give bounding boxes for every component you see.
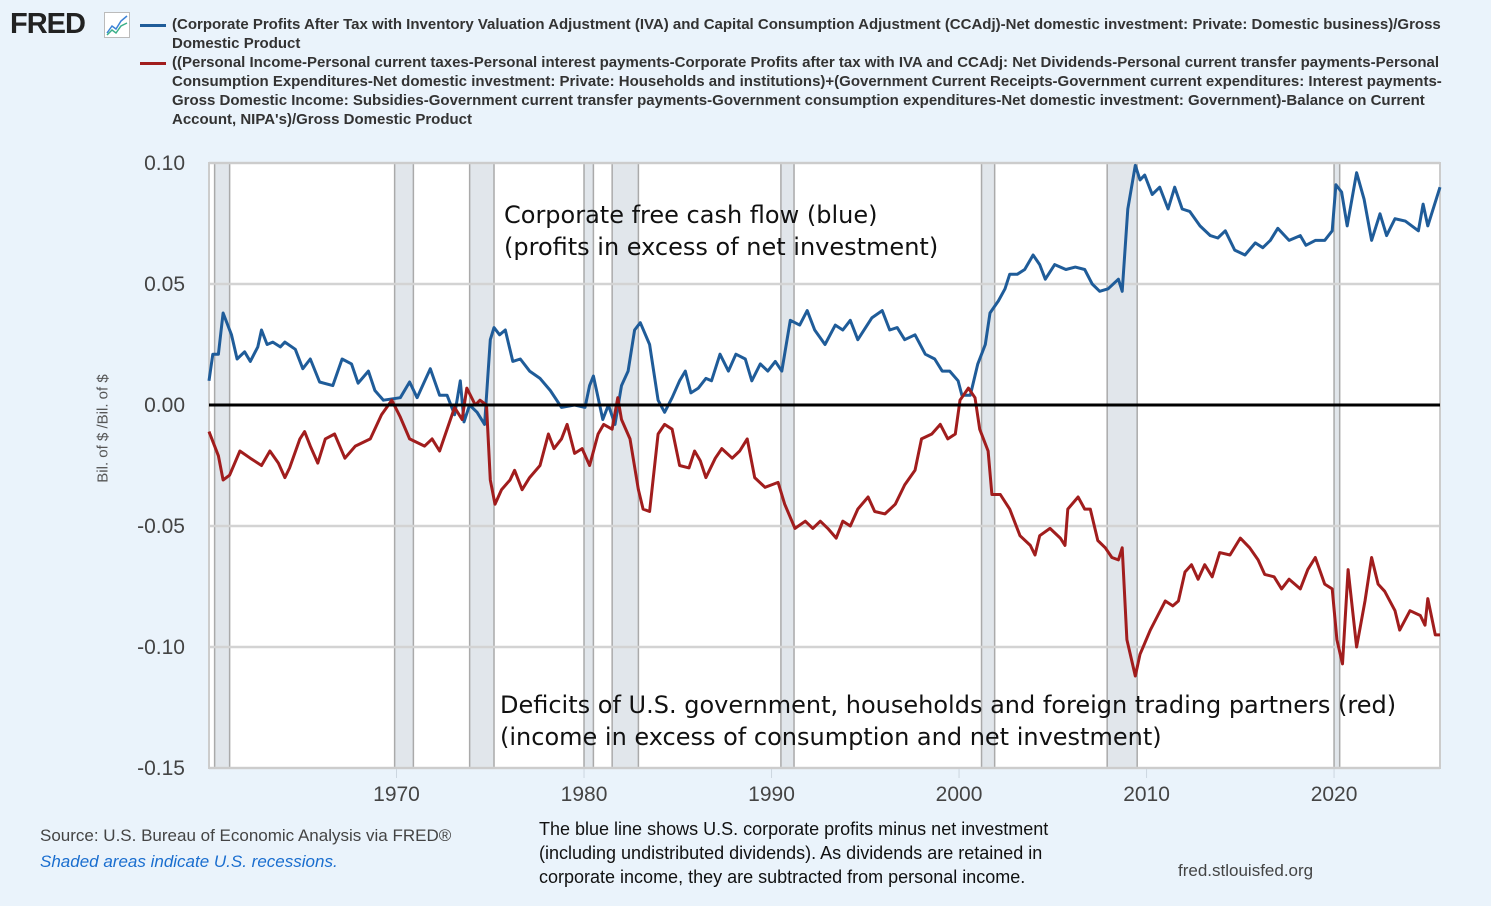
fred-url-link[interactable]: fred.stlouisfed.org: [1178, 861, 1314, 880]
chart-legend: (Corporate Profits After Tax with Invent…: [140, 15, 1480, 129]
legend-item-blue[interactable]: (Corporate Profits After Tax with Invent…: [140, 15, 1480, 53]
legend-swatch-blue: [140, 24, 166, 27]
y-tick-label: -0.15: [137, 757, 185, 780]
annotation-text: (profits in excess of net investment): [504, 233, 938, 261]
y-tick-label: 0.05: [144, 273, 185, 296]
recession-band: [394, 163, 414, 768]
chart-note: The blue line shows U.S. corporate profi…: [539, 819, 1049, 887]
fred-logo[interactable]: FRED: [10, 8, 86, 40]
recession-band: [1107, 163, 1138, 768]
y-tick-label: -0.05: [137, 515, 185, 538]
x-tick-label: 2020: [1311, 783, 1358, 806]
plot-border: [208, 162, 1441, 769]
x-tick-label: 2000: [936, 783, 983, 806]
annotation-text: Corporate free cash flow (blue): [504, 201, 877, 229]
plot-background: [209, 163, 1440, 768]
chart-trend-icon: [104, 12, 130, 38]
x-tick-label: 2010: [1123, 783, 1170, 806]
legend-swatch-red: [140, 62, 166, 65]
recession-band: [214, 163, 230, 768]
y-tick-label: 0.10: [144, 152, 185, 175]
x-tick-label: 1970: [373, 783, 420, 806]
source-text: Source: U.S. Bureau of Economic Analysis…: [40, 826, 452, 845]
series-line-red[interactable]: [207, 386, 1440, 678]
recession-band: [1334, 163, 1340, 768]
recession-band: [780, 163, 795, 768]
legend-item-red[interactable]: ((Personal Income-Personal current taxes…: [140, 53, 1480, 129]
recessions-note[interactable]: Shaded areas indicate U.S. recessions.: [40, 852, 338, 871]
legend-label: ((Personal Income-Personal current taxes…: [172, 54, 1442, 128]
legend-label: (Corporate Profits After Tax with Invent…: [172, 16, 1441, 52]
x-tick-label: 1990: [748, 783, 795, 806]
annotation-text: Deficits of U.S. government, households …: [500, 691, 1396, 719]
y-tick-label: 0.00: [144, 394, 185, 417]
series-line-blue[interactable]: [207, 163, 1442, 426]
x-tick-label: 1980: [561, 783, 608, 806]
annotation-text: (income in excess of consumption and net…: [500, 723, 1162, 751]
y-tick-label: -0.10: [137, 636, 185, 659]
